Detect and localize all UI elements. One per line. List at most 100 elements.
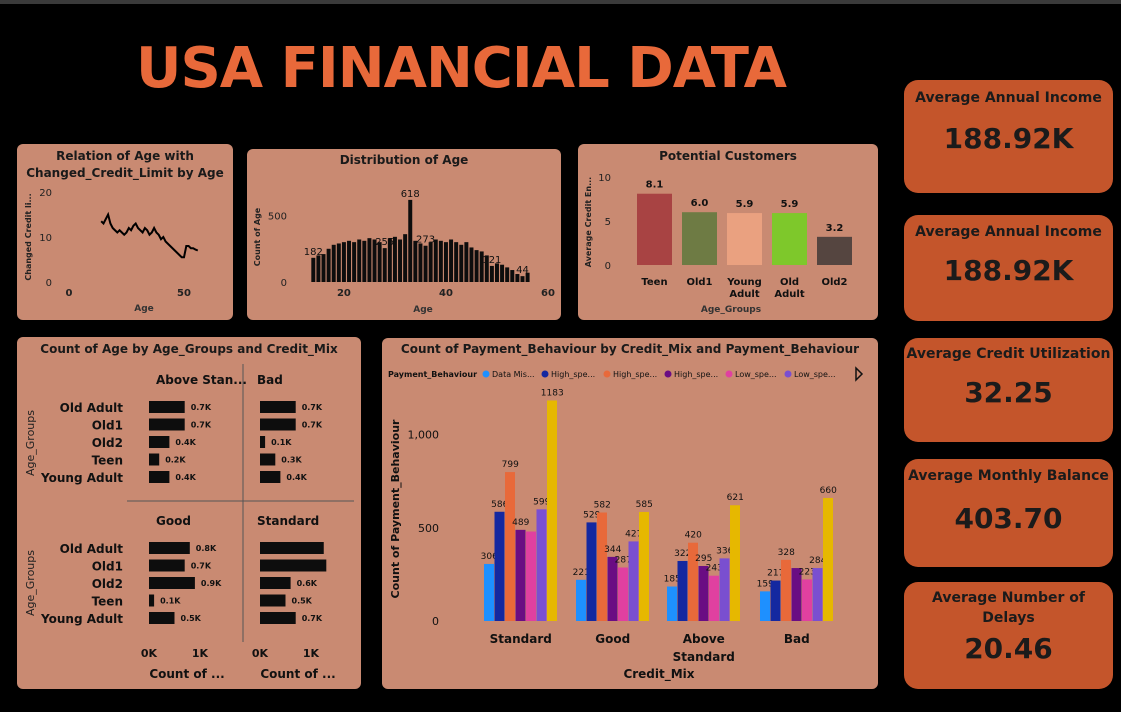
data-label: 0.8K	[196, 544, 217, 553]
bar	[637, 193, 672, 265]
bar	[149, 436, 170, 448]
bar	[260, 401, 296, 413]
bar	[791, 568, 802, 621]
data-label: 3.2	[826, 223, 844, 234]
bar	[260, 612, 296, 624]
bar	[727, 213, 762, 265]
bar	[260, 577, 291, 589]
bar	[260, 471, 281, 483]
bar	[260, 436, 266, 448]
data-label: 159	[757, 579, 774, 589]
y-axis-label: Count of Payment_Behaviour	[389, 419, 402, 599]
data-label: 621	[727, 493, 744, 503]
group-label: Teen	[92, 595, 123, 609]
data-label: 223	[799, 567, 816, 577]
bar	[536, 509, 547, 621]
histogram-bar	[387, 238, 392, 282]
group-label: Old2	[92, 577, 123, 591]
age-groups-chart[interactable]: Above Stan... 0.7K Old Adult 0.7K Old1 0.4K Ol…	[17, 337, 361, 689]
histogram-bar	[500, 264, 505, 282]
x-axis-label: Credit_Mix	[623, 667, 694, 682]
legend-marker	[784, 370, 792, 378]
bar	[260, 559, 327, 572]
kpi-card-delays[interactable]: Average Number of Delays 20.46	[904, 582, 1113, 689]
data-label: 273	[416, 235, 435, 246]
histogram-bar	[464, 242, 469, 282]
age-distribution-panel[interactable]: Distribution of Age 0 500 20 40 60 Age Count o…	[247, 149, 561, 320]
kpi-card-monthly-balance[interactable]: Average Monthly Balance 403.70	[904, 459, 1113, 567]
histogram-bar	[494, 263, 499, 282]
x-tick-label: 20	[337, 288, 351, 299]
data-label: 306	[481, 552, 498, 562]
group-label: Old Adult	[60, 542, 124, 556]
y-tick-label: 1,000	[408, 429, 440, 442]
legend-marker	[482, 370, 490, 378]
bar	[586, 522, 597, 621]
x-tick-label: Good	[595, 632, 630, 646]
legend-item: Data Mis...	[492, 370, 535, 379]
age-credit-panel[interactable]: Relation of Age with Changed_Credit_Limi…	[17, 144, 233, 320]
histogram-bar	[403, 234, 408, 282]
x-tick-label: Young	[726, 277, 762, 288]
panel-title-line2: Changed_Credit_Limit by Age	[26, 166, 224, 180]
histogram-bar	[392, 236, 397, 282]
bar	[817, 236, 852, 265]
x-axis-label: Age_Groups	[701, 305, 761, 315]
histogram-bar	[454, 242, 459, 282]
panel-title: Relation of Age with Changed_Credit_Limi…	[17, 148, 233, 182]
bar	[260, 453, 276, 466]
histogram-bar	[428, 242, 433, 282]
age-credit-line-chart[interactable]: 0 10 20 0 50 Age Changed Credit li...	[17, 144, 233, 320]
data-label: 660	[820, 486, 837, 496]
data-line	[100, 211, 199, 259]
kpi-value: 32.25	[964, 376, 1053, 409]
data-label: 8.1	[646, 180, 664, 191]
payment-behaviour-panel[interactable]: Count of Payment_Behaviour by Credit_Mix…	[382, 338, 878, 689]
histogram-bar	[484, 255, 489, 282]
kpi-card-annual-income-2[interactable]: Average Annual Income 188.92K	[904, 215, 1113, 321]
data-label: 0.3K	[281, 456, 302, 465]
x-tick-label: Adult	[729, 289, 759, 300]
data-label: 0.5K	[292, 597, 313, 606]
data-label: 287	[615, 556, 632, 566]
bar	[823, 497, 833, 621]
bar	[618, 567, 628, 621]
data-label: 0.2K	[165, 456, 186, 465]
age-distribution-chart[interactable]: 0 500 20 40 60 Age Count of Age 182 255 618 273 121…	[247, 149, 561, 320]
data-label: 0.4K	[175, 473, 196, 482]
histogram-bar	[367, 238, 372, 282]
kpi-card-annual-income[interactable]: Average Annual Income 188.92K	[904, 80, 1113, 193]
y-axis-label: Age_Groups	[24, 550, 37, 616]
bar	[760, 591, 770, 621]
legend-item: High_spe...	[613, 370, 657, 379]
bar	[526, 531, 536, 621]
x-tick-label: Old	[780, 277, 799, 288]
x-tick-label: 0K	[141, 647, 158, 660]
data-label: 344	[604, 545, 621, 555]
x-tick-label: Old2	[821, 277, 847, 288]
histogram-bar	[510, 270, 515, 282]
data-label: 799	[502, 460, 519, 470]
potential-customers-chart[interactable]: 0 5 10 Average Credit En... Age_Groups 8.1 Tee…	[578, 144, 878, 320]
panel-title: Distribution of Age	[339, 153, 469, 167]
histogram-bar	[382, 248, 387, 282]
histogram-bar	[479, 251, 484, 282]
x-tick-label: Standard	[673, 650, 735, 664]
data-label: 328	[778, 548, 795, 558]
x-tick-label: 0K	[252, 647, 269, 660]
x-tick-label: 1K	[303, 647, 320, 660]
panel-title: Count of Payment_Behaviour by Credit_Mix…	[400, 342, 860, 356]
data-label: 185	[664, 575, 681, 585]
y-tick-label: 5	[605, 217, 611, 228]
payment-behaviour-chart[interactable]: Payment_Behaviour Data Mis... High_spe... H…	[382, 338, 878, 689]
bar	[149, 542, 190, 554]
histogram-bar	[347, 240, 352, 282]
histogram-bar	[438, 240, 443, 282]
potential-customers-panel[interactable]: Potential Customers 0 5 10 Average Credit E…	[578, 144, 878, 320]
histogram-bar	[418, 243, 423, 282]
kpi-card-credit-utilization[interactable]: Average Credit Utilization 32.25	[904, 338, 1113, 442]
data-label: 44	[516, 265, 529, 276]
age-groups-panel[interactable]: Count of Age by Age_Groups and Credit_Mi…	[17, 337, 361, 689]
bar	[149, 577, 195, 589]
kpi-label: Average Credit Utilization	[906, 346, 1111, 362]
